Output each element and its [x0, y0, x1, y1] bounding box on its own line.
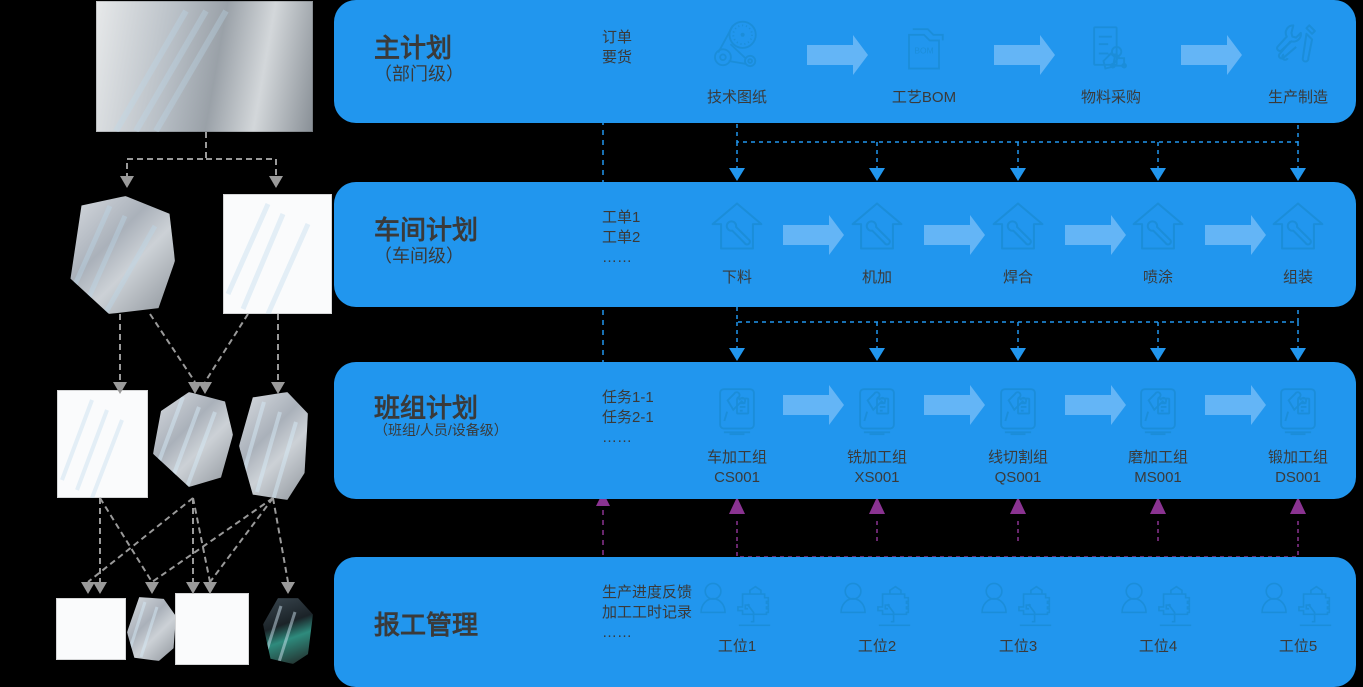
svg-text:BOM: BOM — [914, 46, 933, 56]
